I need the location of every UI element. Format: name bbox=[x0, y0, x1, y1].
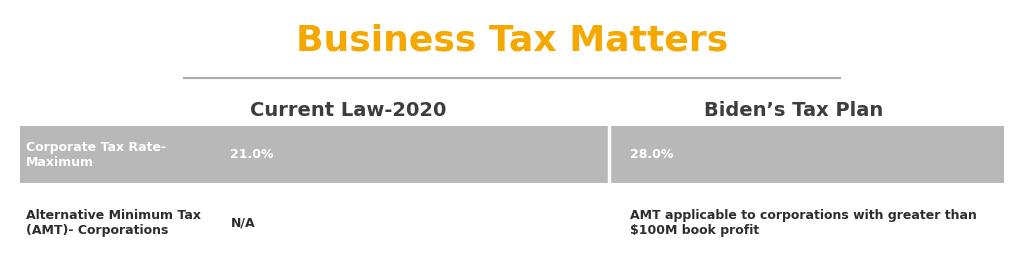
Bar bbox=[20, 126, 1004, 183]
Text: Corporate Tax Rate-
Maximum: Corporate Tax Rate- Maximum bbox=[26, 141, 166, 169]
Text: Current Law-2020: Current Law-2020 bbox=[250, 101, 446, 120]
Text: 28.0%: 28.0% bbox=[630, 148, 673, 161]
Text: 21.0%: 21.0% bbox=[230, 148, 273, 161]
Text: Biden’s Tax Plan: Biden’s Tax Plan bbox=[703, 101, 884, 120]
Text: AMT applicable to corporations with greater than
$100M book profit: AMT applicable to corporations with grea… bbox=[630, 209, 977, 237]
Text: Business Tax Matters: Business Tax Matters bbox=[296, 23, 728, 57]
Text: Alternative Minimum Tax
(AMT)- Corporations: Alternative Minimum Tax (AMT)- Corporati… bbox=[26, 209, 201, 237]
Text: N/A: N/A bbox=[230, 216, 255, 229]
